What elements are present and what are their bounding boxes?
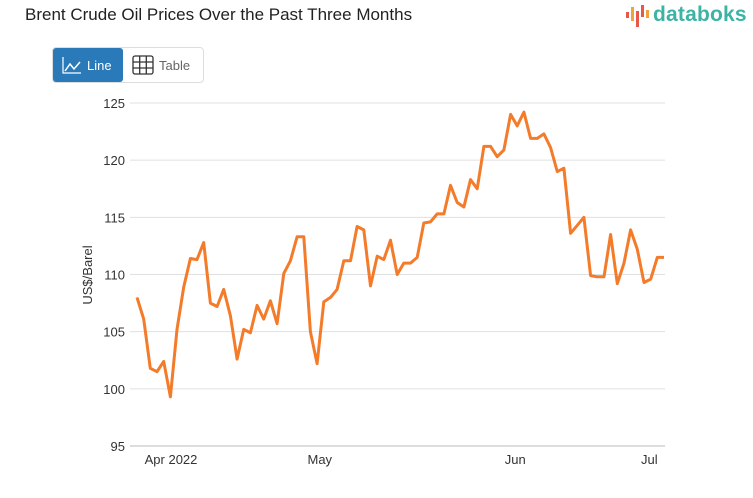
y-tick-label: 115	[104, 210, 125, 225]
y-axis-label: US$/Barel	[80, 245, 95, 304]
y-tick-label: 105	[103, 325, 125, 340]
y-tick-label: 125	[103, 96, 125, 111]
x-tick-label: May	[308, 452, 333, 467]
logo-text: databoks	[653, 3, 747, 26]
y-tick-label: 100	[103, 382, 125, 397]
table-view-button[interactable]: Table	[123, 48, 199, 82]
y-tick-label: 120	[103, 153, 125, 168]
table-label: Table	[159, 57, 191, 73]
databoks-logo: databoks	[626, 3, 747, 27]
view-toggle: Line Table	[52, 47, 204, 83]
logo-bars-icon	[626, 5, 649, 27]
line-chart-icon	[62, 57, 81, 74]
table-grid-icon	[132, 55, 154, 75]
line-label: Line	[87, 57, 112, 73]
line-view-button[interactable]: Line	[53, 48, 123, 82]
x-tick-label: Jul	[641, 452, 658, 467]
price-line	[135, 110, 664, 399]
x-tick-label: Jun	[505, 452, 526, 467]
x-tick-label: Apr 2022	[145, 452, 198, 467]
chart-title: Brent Crude Oil Prices Over the Past Thr…	[25, 5, 413, 24]
y-tick-label: 110	[104, 268, 125, 283]
y-tick-label: 95	[111, 439, 125, 454]
